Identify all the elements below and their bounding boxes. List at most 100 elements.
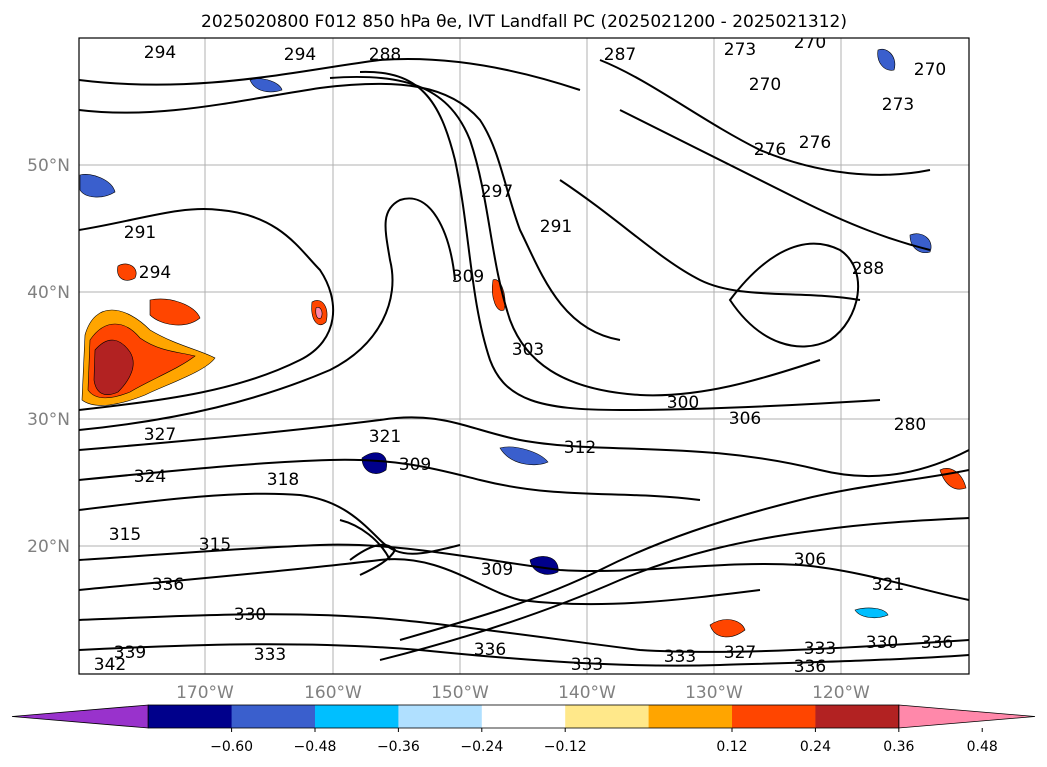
- ivt-patch-west-max: [93, 339, 134, 395]
- contour-label: 336: [152, 575, 184, 595]
- colorbar-tick-label: 0.36: [883, 739, 914, 755]
- contour-label: 288: [369, 45, 401, 65]
- colorbar-tick-label: −0.60: [210, 739, 253, 755]
- colorbar-segment: [648, 705, 733, 728]
- lon-label-120w: 120°W: [812, 683, 870, 703]
- colorbar-segment: [398, 705, 483, 728]
- lon-label-130w: 130°W: [685, 683, 743, 703]
- contour-label: 318: [267, 470, 299, 490]
- colorbar-frame: [147, 704, 900, 729]
- ivt-patch-neg-west: [79, 174, 116, 198]
- colorbar-tick-label: −0.12: [544, 739, 587, 755]
- lon-label-160w: 160°W: [304, 683, 362, 703]
- contour-label: 288: [852, 259, 884, 279]
- contour-label: 291: [124, 223, 156, 243]
- theta-e-contour-labels: 294 294 288 287 273 2702702702732762762912972…: [94, 33, 953, 677]
- colorbar-tick-label: −0.48: [294, 739, 337, 755]
- ivt-patch-neg-south2: [854, 607, 889, 619]
- contour-label: 321: [369, 427, 401, 447]
- lon-label-150w: 150°W: [431, 683, 489, 703]
- ivt-patch-neg-south: [529, 556, 559, 575]
- theta-e-contours: [79, 58, 969, 667]
- contour-label: 294: [144, 43, 176, 63]
- map-panel: 294 294 288 287 273 2702702702732762762912972…: [78, 33, 970, 677]
- contour-label: 315: [199, 535, 231, 555]
- contour-label: 336: [474, 640, 506, 660]
- contour-label: 333: [804, 639, 836, 659]
- lon-label-170w: 170°W: [176, 683, 234, 703]
- contour-label: 330: [234, 605, 266, 625]
- colorbar-segment: [732, 705, 816, 728]
- colorbar-segment: [148, 705, 233, 728]
- ivt-filled-contours: [79, 48, 967, 638]
- contour-label: 270: [794, 33, 826, 53]
- contour-label: 321: [872, 575, 904, 595]
- contour-label: 309: [399, 455, 431, 475]
- figure-title: 2025020800 F012 850 hPa θe, IVT Landfall…: [201, 12, 847, 32]
- lat-label-20n: 20°N: [27, 537, 70, 557]
- colorbar-tick-label: 0.24: [800, 739, 831, 755]
- ivt-patch-neg-mid: [361, 452, 387, 474]
- colorbar-tick-labels: −0.60 −0.48 −0.36 −0.24 −0.12 0.12 0.24 0.36 0.4…: [210, 728, 998, 755]
- contour-label: 327: [144, 425, 176, 445]
- colorbar-tick-label: −0.24: [460, 739, 503, 755]
- contour-label: 270: [914, 60, 946, 80]
- lat-label-30n: 30°N: [27, 410, 70, 430]
- contour-label: 291: [540, 217, 572, 237]
- contour-label: 300: [667, 393, 699, 413]
- map-gridlines: [79, 38, 969, 674]
- contour-label: 309: [452, 267, 484, 287]
- contour-label: 336: [921, 633, 953, 653]
- contour-label: 330: [866, 633, 898, 653]
- contour-label: 273: [724, 40, 756, 60]
- contour-label: 333: [664, 647, 696, 667]
- contour-label: 276: [799, 133, 831, 153]
- contour-label: 333: [254, 645, 286, 665]
- ivt-patch-se: [709, 619, 746, 638]
- ivt-patch-neg-ne: [877, 48, 896, 71]
- contour-label: 327: [724, 643, 756, 663]
- contour-label: 339: [114, 643, 146, 663]
- colorbar-segment: [815, 705, 900, 728]
- contour-label: 276: [754, 140, 786, 160]
- contour-label: 297: [481, 182, 513, 202]
- colorbar-extend-low: [11, 704, 149, 729]
- colorbar-tick-label: 0.12: [716, 739, 747, 755]
- map-frame: [78, 37, 970, 675]
- ivt-patch-west-small: [117, 263, 137, 281]
- contour-label: 270: [749, 75, 781, 95]
- contour-label: 303: [512, 340, 544, 360]
- latitude-tick-labels: 50°N 40°N 30°N 20°N: [27, 156, 70, 557]
- longitude-tick-labels: 170°W 160°W 150°W 140°W 130°W 120°W: [176, 683, 870, 703]
- contour-label: 324: [134, 467, 166, 487]
- contour-label: 306: [794, 550, 826, 570]
- colorbar-tick-label: −0.36: [377, 739, 420, 755]
- contour-label: 280: [894, 415, 926, 435]
- contour-label: 333: [571, 655, 603, 675]
- contour-label: 306: [729, 409, 761, 429]
- colorbar-segments: [11, 704, 1036, 729]
- colorbar-extend-high: [898, 704, 1036, 729]
- ivt-patch-west-upper: [149, 298, 201, 326]
- contour-label: 287: [604, 45, 636, 65]
- lat-label-50n: 50°N: [27, 156, 70, 176]
- colorbar: −0.60 −0.48 −0.36 −0.24 −0.12 0.12 0.24 0.36 0.4…: [11, 704, 1036, 755]
- colorbar-tick-label: 0.48: [967, 739, 998, 755]
- contour-label: 273: [882, 95, 914, 115]
- colorbar-segment: [231, 705, 316, 728]
- colorbar-segment: [481, 705, 566, 728]
- contour-label: 294: [139, 263, 171, 283]
- ivt-patch-neg-mid2: [499, 446, 549, 466]
- lon-label-140w: 140°W: [558, 683, 616, 703]
- contour-label: 294: [284, 45, 316, 65]
- lat-label-40n: 40°N: [27, 283, 70, 303]
- contour-label: 336: [794, 657, 826, 677]
- contour-label: 342: [94, 655, 126, 675]
- contour-label: 315: [109, 525, 141, 545]
- colorbar-segment: [314, 705, 399, 728]
- contour-label: 309: [481, 560, 513, 580]
- ivt-patch-midpac-core: [315, 307, 323, 319]
- contour-label: 312: [564, 438, 596, 458]
- ivt-patch-neg-north: [249, 78, 283, 93]
